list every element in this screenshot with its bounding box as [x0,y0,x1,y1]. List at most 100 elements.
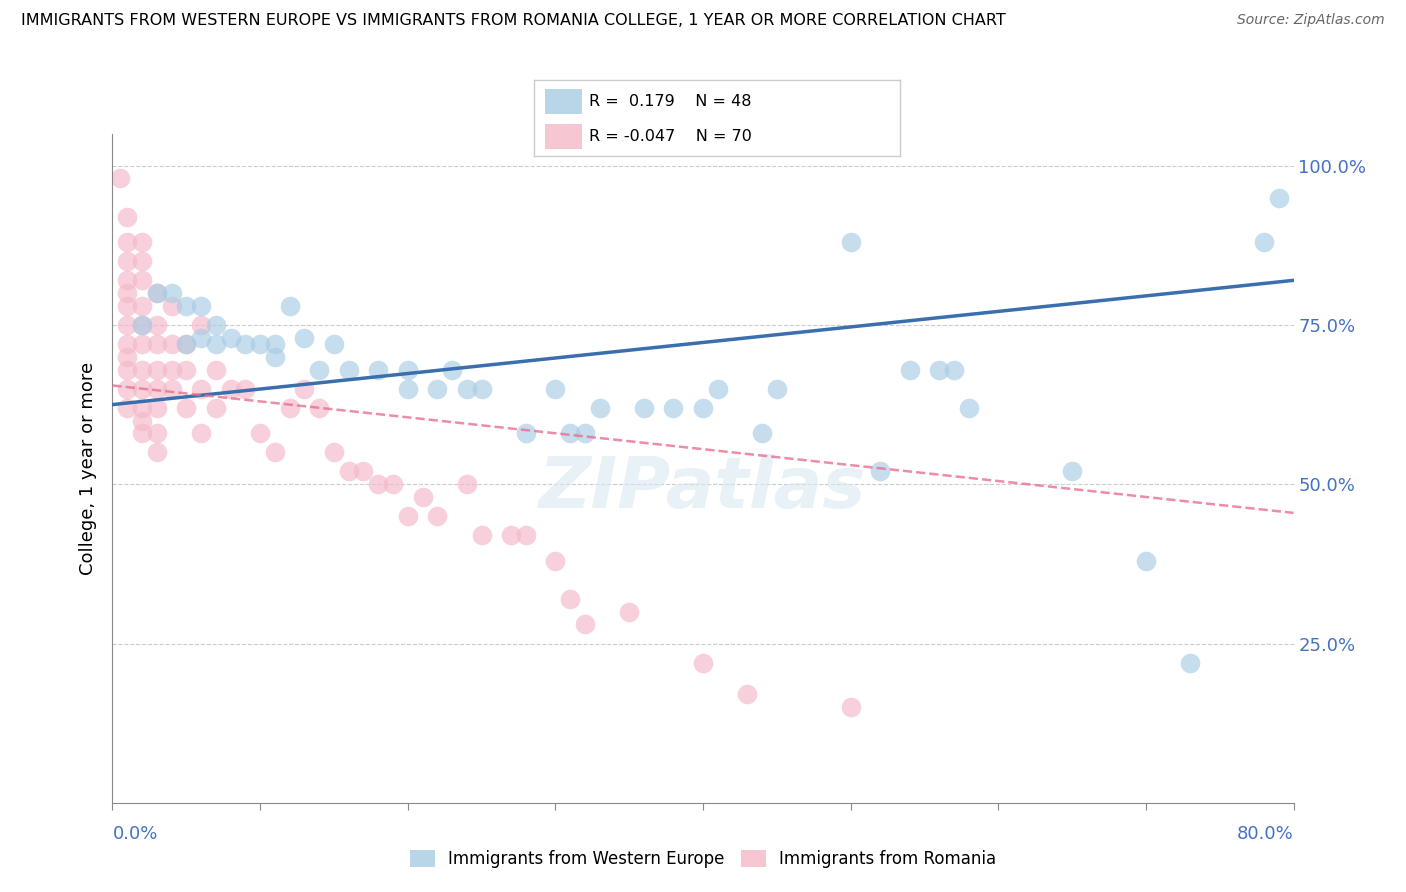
Point [692,401,714,415]
Point [396,362,419,376]
Point [131,337,153,351]
Point [411,490,433,504]
Point [233,382,256,396]
Point [396,382,419,396]
Point [352,465,374,479]
Point [117,318,138,332]
Point [205,362,228,376]
Point [205,337,228,351]
Text: Source: ZipAtlas.com: Source: ZipAtlas.com [1237,13,1385,28]
Point [264,445,287,459]
Point [205,318,228,332]
Point [942,362,965,376]
Point [160,299,183,313]
Point [619,605,641,619]
Point [146,286,169,301]
Point [292,331,315,345]
Point [456,477,478,491]
Point [249,337,271,351]
Point [190,318,212,332]
Text: ZIPatlas: ZIPatlas [540,454,866,523]
Point [131,299,153,313]
Point [174,299,197,313]
Point [396,509,419,524]
Point [544,554,567,568]
Point [108,171,131,186]
Point [898,362,921,376]
Point [1135,554,1157,568]
Point [146,426,169,441]
Point [501,528,523,542]
Point [205,401,228,415]
Point [264,350,287,364]
Point [160,382,183,396]
Point [426,382,449,396]
Point [308,401,330,415]
Y-axis label: College, 1 year or more: College, 1 year or more [79,362,97,574]
Point [117,299,138,313]
Point [131,235,153,249]
Point [146,362,169,376]
Point [117,235,138,249]
Point [692,656,714,670]
Point [337,465,360,479]
Bar [546,124,582,149]
Point [1062,465,1084,479]
Point [146,445,169,459]
Point [515,426,537,441]
Point [323,337,346,351]
Point [117,362,138,376]
Text: 0.0%: 0.0% [112,825,157,843]
Point [131,401,153,415]
Point [190,426,212,441]
Point [160,286,183,301]
Text: R =  0.179    N = 48: R = 0.179 N = 48 [589,94,752,109]
Point [174,401,197,415]
Point [219,382,242,396]
Point [131,382,153,396]
Point [662,401,685,415]
Point [957,401,980,415]
Point [233,337,256,351]
Point [278,299,301,313]
Point [515,528,537,542]
Point [117,350,138,364]
Point [1253,235,1275,249]
Point [117,382,138,396]
Point [117,286,138,301]
Point [1178,656,1201,670]
Text: R = -0.047    N = 70: R = -0.047 N = 70 [589,128,752,144]
Point [292,382,315,396]
Point [1268,190,1291,204]
Point [588,401,610,415]
Point [264,337,287,351]
Point [367,477,389,491]
Point [146,382,169,396]
Point [131,318,153,332]
Point [190,331,212,345]
Point [426,509,449,524]
Point [574,617,596,632]
Point [558,591,582,606]
Point [706,382,728,396]
Point [869,465,891,479]
Point [558,426,582,441]
Point [146,318,169,332]
Point [174,337,197,351]
Bar [546,89,582,113]
Point [146,286,169,301]
Point [131,254,153,268]
Point [160,337,183,351]
Point [190,299,212,313]
Point [190,382,212,396]
Point [131,318,153,332]
Point [131,426,153,441]
Point [839,235,862,249]
Point [367,362,389,376]
Point [470,382,494,396]
Point [337,362,360,376]
Point [278,401,301,415]
Point [928,362,950,376]
Point [456,382,478,396]
Legend: Immigrants from Western Europe, Immigrants from Romania: Immigrants from Western Europe, Immigran… [404,843,1002,875]
